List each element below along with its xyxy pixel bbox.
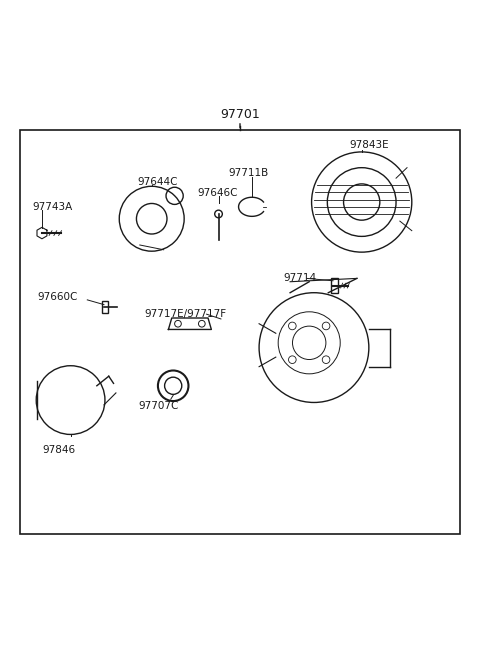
Text: 97717E/97717F: 97717E/97717F (144, 309, 227, 319)
Text: 97660C: 97660C (37, 292, 78, 302)
Text: 97644C: 97644C (137, 177, 178, 187)
Text: 97646C: 97646C (197, 188, 238, 198)
Text: 97743A: 97743A (33, 202, 72, 212)
Text: 97846: 97846 (42, 445, 75, 455)
Text: 97707C: 97707C (139, 401, 179, 411)
FancyBboxPatch shape (102, 302, 108, 313)
Text: 97711B: 97711B (228, 168, 268, 179)
FancyBboxPatch shape (21, 131, 459, 533)
Text: 97714: 97714 (283, 273, 316, 283)
FancyBboxPatch shape (331, 279, 338, 293)
Text: 97701: 97701 (220, 108, 260, 121)
Text: 97843E: 97843E (350, 140, 389, 150)
